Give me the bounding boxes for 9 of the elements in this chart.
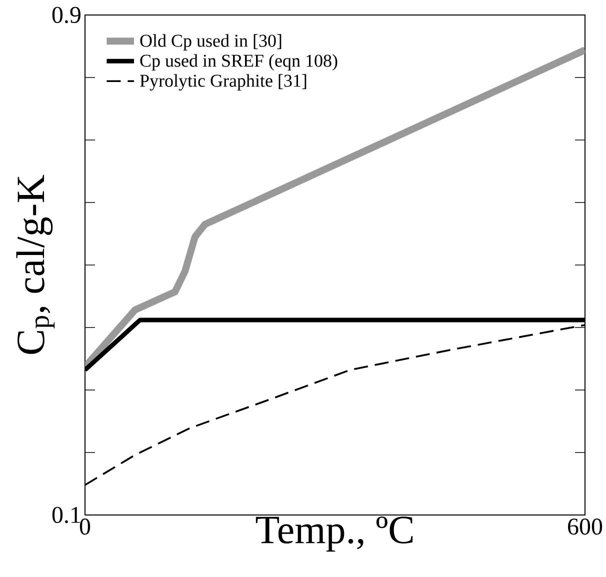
y-tick-label: 0.1 [52,506,80,524]
legend-label: Cp used in SREF (eqn 108) [140,54,338,70]
y-axis-title: C$_{p}$, cal/g-K [16,174,55,354]
x-tick-label: 0 [80,518,90,535]
y-tick-label: 0.9 [52,6,80,24]
legend-label: Old Cp used in [30] [140,34,282,51]
x-axis-title: Temp., ºC [256,516,413,552]
legend-label: Pyrolytic Graphite [31] [140,74,306,91]
x-tick-label: 600 [568,518,602,535]
